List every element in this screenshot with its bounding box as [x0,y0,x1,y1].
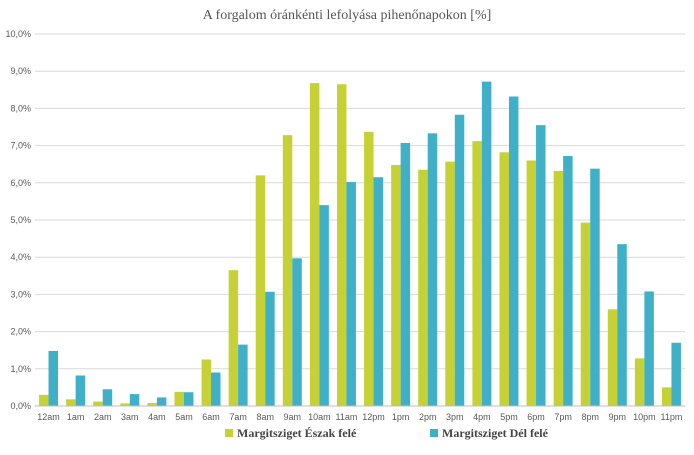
bar-south [129,394,140,406]
bar-north [120,403,130,406]
x-tick-label: 6pm [527,412,545,422]
bar-south [563,156,573,406]
x-tick-label: 12pm [362,412,385,422]
bar-south [617,244,627,406]
legend-swatch-south [430,429,438,437]
bar-north [174,391,184,406]
bar-north [661,387,672,406]
x-tick-label: 7pm [554,412,572,422]
x-axis-ticks: 12am 1am 2am 3am 4am 5am 6am 7am 8am 9am 10am 11am 1… [37,412,682,422]
x-tick-label: 12am [37,412,60,422]
y-tick-label: 2,0% [10,327,31,337]
bar-north [607,309,618,406]
bars [39,81,681,407]
y-tick-label: 10,0% [5,29,31,39]
x-tick-label: 2am [94,412,112,422]
bar-north [309,83,320,406]
x-tick-label: 3am [121,412,139,422]
y-tick-label: 1,0% [10,364,31,374]
bar-north [499,152,509,406]
bar-north [445,161,455,406]
x-tick-label: 11pm [661,412,683,422]
y-tick-label: 6,0% [10,178,31,188]
y-tick-label: 3,0% [10,289,31,299]
bar-south [427,133,438,406]
bar-south [183,392,194,406]
x-tick-label: 3pm [446,412,464,422]
y-tick-label: 7,0% [10,141,31,151]
bar-south [265,291,275,406]
legend-label-south: Margitsziget Dél felé [442,426,549,440]
bar-south [319,205,329,406]
bar-north [580,222,591,406]
bar-south [75,375,86,406]
bar-south [238,344,248,406]
bar-south [211,372,221,406]
bar-south [102,389,113,406]
x-tick-label: 4am [148,412,166,422]
bar-north [526,160,537,406]
chart-title: A forgalom óránkénti lefolyása pihenőnap… [203,8,492,23]
bar-north [201,359,212,406]
bar-south [671,342,681,406]
bar-south [454,114,465,406]
bar-north [391,164,401,406]
x-tick-label: 2pm [419,412,437,422]
bar-south [400,143,411,406]
bar-north [282,135,293,406]
y-tick-label: 0,0% [10,401,31,411]
bar-south [48,350,59,406]
y-tick-label: 9,0% [10,66,31,76]
bar-north [39,394,49,406]
x-tick-label: 5pm [500,412,518,422]
x-tick-label: 5am [175,412,193,422]
bar-south [156,397,167,406]
bar-north [472,141,482,406]
legend-label-north: Margitsziget Észak felé [237,426,357,440]
x-tick-label: 1pm [392,412,410,422]
bar-north [553,170,564,406]
bar-south [536,125,546,406]
bar-north [228,270,239,406]
bar-south [481,81,492,407]
y-tick-label: 8,0% [10,103,31,113]
x-tick-label: 10pm [633,412,656,422]
y-tick-label: 4,0% [10,252,31,262]
bar-south [292,258,302,406]
x-tick-label: 11am [336,412,358,422]
y-tick-label: 5,0% [10,215,31,225]
bar-north [418,169,428,406]
x-tick-label: 8pm [581,412,599,422]
legend: Margitsziget Észak felé Margitsziget Dél… [225,426,549,440]
bar-south [346,182,356,406]
bar-north [336,84,347,406]
x-tick-label: 9pm [609,412,627,422]
x-tick-label: 8am [256,412,274,422]
y-axis-ticks: 0,0% 1,0% 2,0% 3,0% 4,0% 5,0% 6,0% 7,0% 8,0% 9,0%… [5,29,31,411]
x-tick-label: 10am [308,412,331,422]
legend-swatch-north [225,429,233,437]
bar-south [644,291,654,406]
x-tick-label: 4pm [473,412,491,422]
x-tick-label: 9am [284,412,302,422]
bar-north [93,401,103,406]
bar-south [508,96,519,406]
bar-north [66,399,76,406]
gridlines [35,33,685,370]
bar-north [255,175,266,406]
bar-south [590,168,600,406]
bar-north [147,403,157,406]
bar-north [364,131,374,406]
bar-north [634,358,645,406]
bar-south [373,177,384,406]
x-tick-label: 1am [67,412,85,422]
x-tick-label: 6am [202,412,220,422]
x-tick-label: 7am [229,412,247,422]
